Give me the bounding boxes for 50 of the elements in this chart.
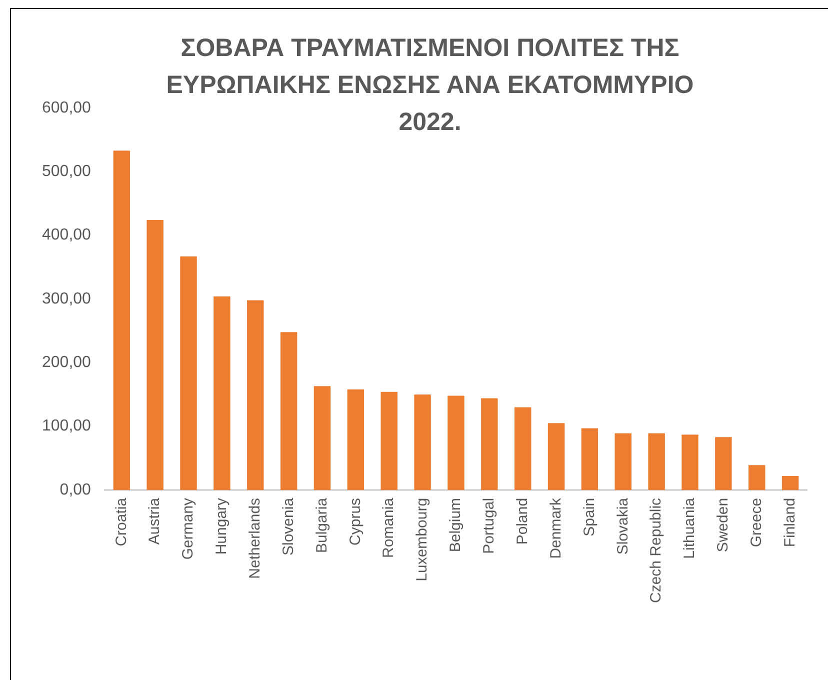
x-tick-label: Sweden [714,498,732,552]
x-tick-label: Romania [380,497,398,558]
bar [247,300,264,490]
y-tick-label: 300,00 [42,290,92,308]
bar [548,423,565,490]
bar [514,407,532,490]
bar [581,428,598,490]
x-tick-label: Luxembourg [414,498,431,582]
y-tick-label: 100,00 [42,418,92,435]
x-tick-label: Czech Republic [648,497,665,604]
bar [347,389,364,490]
bar [748,465,766,490]
bar [414,394,431,490]
bar [481,398,498,490]
bar [113,150,130,490]
x-tick-label: Denmark [547,497,564,559]
x-tick-label: Hungary [213,497,230,555]
x-tick-label: Austria [146,497,164,545]
x-tick-label: Lithuania [681,497,698,559]
bar [280,332,298,490]
x-tick-label: Cyprus [346,498,364,546]
x-tick-label: Slovakia [614,497,632,555]
x-tick-label: Poland [514,498,531,545]
bar [682,434,698,490]
bar [448,396,464,490]
x-tick-label: Netherlands [246,498,264,579]
bar [648,433,665,490]
bar [180,256,197,490]
bar [314,386,331,490]
x-tick-label: Slovenia [280,497,297,556]
x-tick-label: Germany [180,497,197,560]
x-tick-label: Portugal [480,498,498,554]
x-tick-label: Bulgaria [313,497,330,553]
chart-title: ΣΟΒΑΡΑ ΤΡΑΥΜΑΤΙΣΜΕΝΟΙ ΠΟΛΙΤΕΣ ΤΗΣ ΕΥΡΩΠΑΙΚΗΣ ΕΝΩΣΗΣ ΑΝΑ ΕΚΑΤΟΜΜΥΡΙΟ 2022. [165,33,695,138]
y-tick-label: 200,00 [42,354,92,372]
x-tick-label: Belgium [447,498,464,552]
bar [146,220,164,490]
y-tick-label: 0,00 [60,481,92,498]
y-tick-label: 400,00 [42,226,92,244]
bar [782,476,799,490]
bar [614,433,632,490]
y-tick-label: 600,00 [42,99,92,116]
bar [380,392,398,490]
y-tick-label: 500,00 [42,163,92,180]
bar [214,296,230,490]
x-tick-label: Greece [748,498,765,548]
bar [715,437,732,490]
x-tick-label: Spain [580,498,598,536]
x-tick-label: Croatia [112,497,130,546]
x-tick-label: Finland [781,498,798,548]
